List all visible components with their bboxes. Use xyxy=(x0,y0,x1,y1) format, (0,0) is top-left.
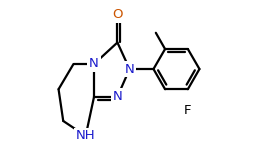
Text: N: N xyxy=(125,63,134,76)
Text: N: N xyxy=(89,57,99,71)
Text: O: O xyxy=(112,8,123,21)
Text: N: N xyxy=(112,90,122,103)
Text: F: F xyxy=(184,104,192,117)
Text: NH: NH xyxy=(76,129,96,142)
